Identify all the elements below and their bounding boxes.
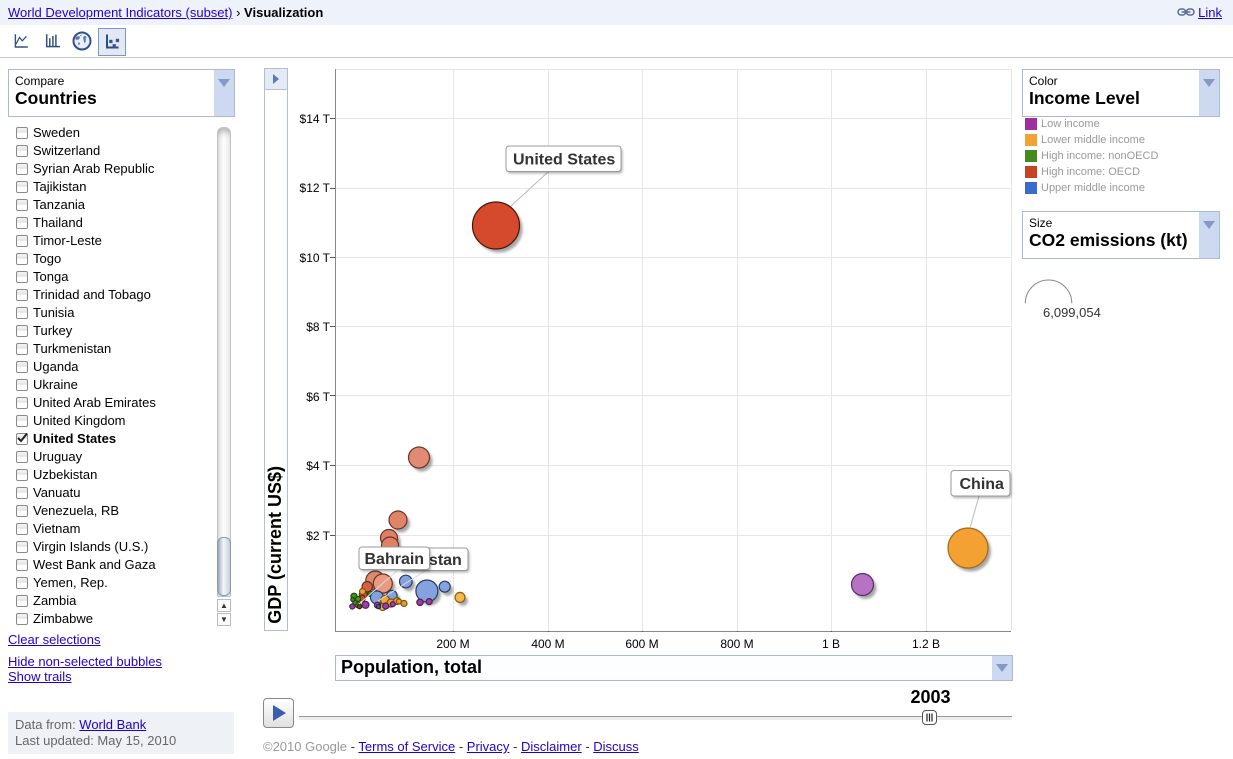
svg-text:Bahrain: Bahrain [365, 551, 425, 568]
svg-text:United States: United States [513, 151, 615, 168]
svg-text:China: China [960, 476, 1005, 493]
